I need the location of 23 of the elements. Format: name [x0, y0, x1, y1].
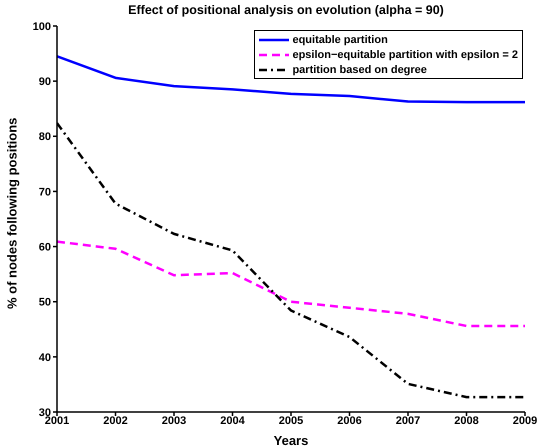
x-axis-title: Years — [274, 433, 308, 447]
line-series — [57, 240, 525, 328]
legend-label: epsilon−equitable partition with epsilon = 2 — [292, 48, 518, 60]
legend-label: partition based on degree — [292, 64, 427, 76]
y-tick-label: 60 — [38, 241, 51, 254]
x-tick-label: 2007 — [396, 414, 420, 427]
x-tick-label: 2005 — [278, 414, 304, 427]
y-tick-label: 80 — [38, 131, 51, 144]
y-tick-label: 50 — [38, 296, 51, 309]
x-tick-label: 2006 — [337, 414, 362, 427]
y-tick-label: 100 — [32, 20, 51, 33]
y-axis-title: % of nodes following positions — [4, 118, 20, 309]
y-tick-label: 40 — [38, 352, 51, 364]
x-tick-label: 2003 — [162, 414, 186, 427]
x-tick-label: 2008 — [454, 414, 479, 427]
x-tick-label: 2002 — [103, 414, 128, 427]
y-tick-label: 70 — [38, 186, 51, 198]
chart-title: Effect of positional analysis on evolution (alpha = 90) — [127, 3, 445, 17]
legend-label: equitable partition — [292, 34, 388, 46]
x-tick-label: 2004 — [220, 414, 246, 427]
y-tick-label: 90 — [38, 76, 51, 88]
x-tick-label: 2009 — [512, 414, 538, 427]
x-tick-label: 2001 — [44, 414, 70, 427]
